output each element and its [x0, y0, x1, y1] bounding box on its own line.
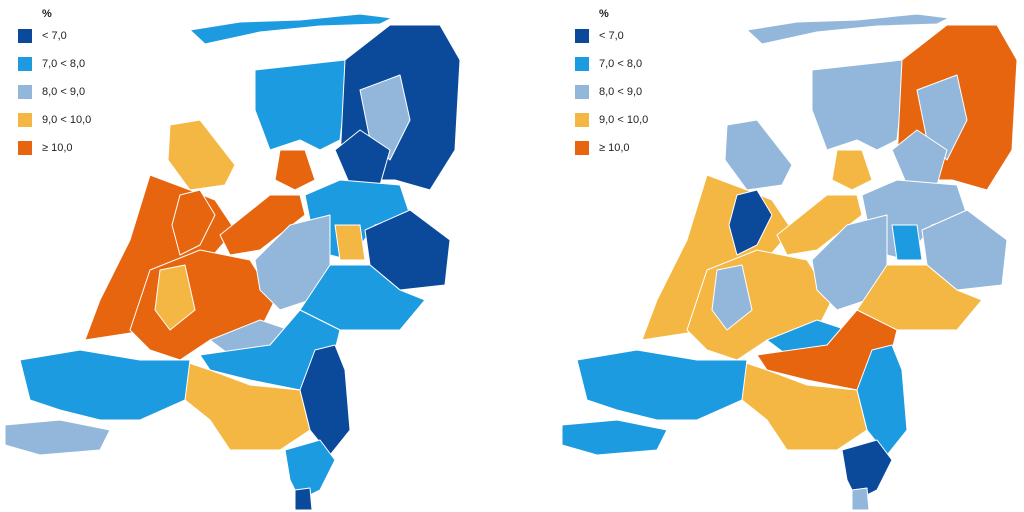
region — [179, 359, 311, 451]
region — [19, 349, 191, 421]
region — [189, 13, 393, 45]
legend: % < 7,0 7,0 < 8,0 8,0 < 9,0 9,0 < 10,0 ≥ 10,0 — [575, 8, 648, 155]
region — [841, 439, 893, 501]
map: % < 7,0 7,0 < 8,0 8,0 < 9,0 9,0 < 10,0 ≥ 10,0 — [4, 8, 461, 511]
region — [891, 224, 923, 261]
legend-label: 8,0 < 9,0 — [42, 86, 85, 98]
legend-swatch — [18, 113, 32, 127]
legend-label: 7,0 < 8,0 — [42, 58, 85, 70]
legend-swatch — [575, 113, 589, 127]
region — [776, 194, 863, 256]
legend-label: 9,0 < 10,0 — [599, 114, 648, 126]
region — [831, 149, 873, 191]
region — [711, 264, 753, 331]
region — [891, 129, 948, 186]
legend-title: % — [599, 8, 609, 20]
legend-label: ≥ 10,0 — [599, 142, 630, 154]
legend-swatch — [18, 141, 32, 155]
legend: % < 7,0 7,0 < 8,0 8,0 < 9,0 9,0 < 10,0 ≥ 10,0 — [18, 8, 91, 155]
legend-swatch — [575, 85, 589, 99]
region — [856, 344, 908, 456]
map: % < 7,0 7,0 < 8,0 8,0 < 9,0 9,0 < 10,0 ≥ 10,0 — [561, 8, 1018, 511]
legend-title: % — [42, 8, 52, 20]
legend-label: < 7,0 — [42, 30, 67, 42]
legend-label: 7,0 < 8,0 — [599, 58, 642, 70]
region — [736, 359, 868, 451]
region — [851, 487, 870, 511]
region — [561, 419, 668, 456]
region — [811, 59, 903, 151]
region — [576, 349, 748, 421]
region — [294, 487, 313, 511]
region — [724, 119, 793, 191]
legend-swatch — [18, 29, 32, 43]
region — [171, 189, 216, 256]
region — [299, 344, 351, 456]
legend-label: < 7,0 — [599, 30, 624, 42]
legend-swatch — [575, 29, 589, 43]
region — [284, 439, 336, 501]
region — [254, 59, 346, 151]
legend-label: ≥ 10,0 — [42, 142, 73, 154]
legend-swatch — [18, 85, 32, 99]
region — [154, 264, 196, 331]
region — [219, 194, 306, 256]
region — [334, 224, 366, 261]
region — [728, 189, 773, 256]
region — [334, 129, 391, 186]
region — [274, 149, 316, 191]
legend-swatch — [575, 57, 589, 71]
region — [167, 119, 236, 191]
legend-swatch — [18, 57, 32, 71]
region — [4, 419, 111, 456]
legend-label: 8,0 < 9,0 — [599, 86, 642, 98]
region — [746, 13, 950, 45]
legend-label: 9,0 < 10,0 — [42, 114, 91, 126]
legend-swatch — [575, 141, 589, 155]
